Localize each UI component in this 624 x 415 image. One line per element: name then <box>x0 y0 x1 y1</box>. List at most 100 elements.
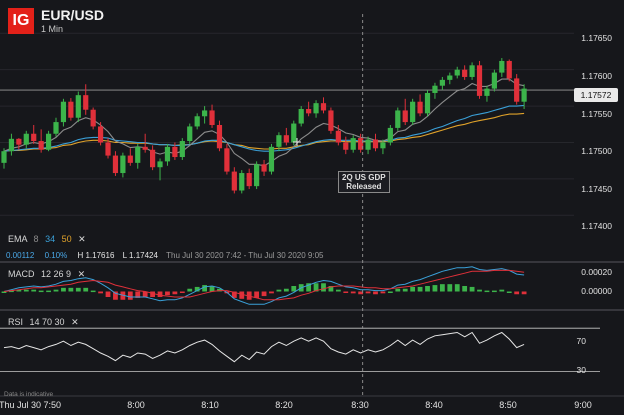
candle-body <box>410 101 416 123</box>
macd-close-icon[interactable]: ✕ <box>77 269 86 279</box>
macd-histogram-bar <box>46 290 51 293</box>
macd-histogram-bar <box>231 291 237 298</box>
macd-histogram-bar <box>425 286 430 292</box>
macd-histogram-bar <box>254 291 260 298</box>
macd-histogram-bar <box>98 291 103 294</box>
candle-body <box>194 116 200 127</box>
ema-close-icon[interactable]: ✕ <box>78 234 86 244</box>
current-price-tag: 1.17572 <box>574 88 618 102</box>
y-tick-label: 1.17650 <box>581 33 612 43</box>
x-tick-label: 8:40 <box>425 400 443 410</box>
y-tick-label: 1.17500 <box>581 146 612 156</box>
candle-body <box>462 69 468 77</box>
macd-histogram-bar <box>150 291 155 297</box>
candle-body <box>60 101 67 123</box>
candle-body <box>23 133 29 145</box>
candle-body <box>90 109 96 127</box>
candle-body <box>372 139 379 149</box>
macd-histogram-bar <box>491 290 497 293</box>
macd-histogram-bar <box>16 289 22 292</box>
macd-histogram-bar <box>38 290 44 293</box>
macd-histogram-bar <box>417 286 423 292</box>
rsi-line <box>3 331 525 363</box>
x-tick-label: 8:10 <box>201 400 219 410</box>
macd-histogram-bar <box>283 288 289 292</box>
candle-body <box>447 75 453 80</box>
macd-line <box>3 266 525 305</box>
candle-body <box>164 146 171 162</box>
candle-body <box>291 123 297 143</box>
candle-body <box>112 155 119 174</box>
macd-histogram-bar <box>209 286 215 292</box>
signal-line <box>3 269 525 301</box>
ema-legend[interactable]: EMA 8 34 50 ✕ <box>8 234 86 245</box>
candle-body <box>380 142 386 149</box>
rsi-panel-plot <box>0 327 600 372</box>
macd-histogram-bar <box>306 283 312 292</box>
macd-histogram-bar <box>521 291 527 295</box>
macd-histogram-bar <box>462 286 468 292</box>
y-tick-label: 1.17550 <box>581 109 612 119</box>
candle-body <box>454 69 460 76</box>
macd-histogram-bar <box>172 291 178 295</box>
candle-body <box>499 60 505 73</box>
macd-histogram-bar <box>469 286 475 292</box>
candle-body <box>246 173 252 187</box>
macd-histogram-bar <box>410 286 416 292</box>
macd-histogram-bar <box>179 291 185 293</box>
rsi-close-icon[interactable]: ✕ <box>71 317 79 327</box>
candle-body <box>439 79 445 86</box>
rsi-tick-label: 70 <box>576 336 586 346</box>
macd-histogram-bar <box>187 288 193 292</box>
macd-histogram-bar <box>9 290 14 293</box>
macd-panel-plot <box>1 266 527 305</box>
macd-label: MACD <box>8 269 35 279</box>
candle-body <box>417 101 423 114</box>
x-tick-label: 8:50 <box>499 400 517 410</box>
ema-lines <box>3 78 525 167</box>
candle-body <box>172 146 178 158</box>
macd-histogram-bar <box>447 284 453 292</box>
rsi-legend[interactable]: RSI 14 70 30 ✕ <box>8 317 79 328</box>
macd-histogram-bar <box>506 291 512 293</box>
candle-body <box>283 135 289 143</box>
ema-period-8: 8 <box>33 234 39 244</box>
candle-body <box>216 125 223 149</box>
macd-histogram-bar <box>439 284 445 292</box>
macd-histogram-bar <box>387 291 393 293</box>
annotation-line-1: 2Q US GDP <box>342 173 386 182</box>
macd-histogram-bar <box>432 285 438 292</box>
macd-histogram-bar <box>135 291 141 298</box>
macd-histogram-bar <box>83 287 89 292</box>
low-value: L 1.17424 <box>122 251 158 260</box>
candle-body <box>224 148 230 172</box>
candle-body <box>120 155 126 174</box>
candle-body <box>68 101 74 118</box>
macd-histogram-bar <box>113 291 118 300</box>
macd-histogram-bar <box>269 291 274 294</box>
macd-histogram-bar <box>454 284 460 292</box>
high-value: H 1.17616 <box>77 251 115 260</box>
y-tick-label: 1.17400 <box>581 221 612 231</box>
macd-histogram-bar <box>261 291 267 297</box>
macd-histogram-bar <box>194 286 200 292</box>
ema-period-34: 34 <box>45 234 56 244</box>
macd-histogram-bar <box>313 283 319 292</box>
candle-body <box>16 138 22 145</box>
macd-legend[interactable]: MACD 12 26 9 ✕ <box>8 269 85 280</box>
macd-tick-label: 0.00020 <box>581 267 612 277</box>
candle-body <box>491 72 497 89</box>
x-tick-label: 9:00 <box>574 400 592 410</box>
candle-body <box>395 110 401 128</box>
ig-logo: IG <box>8 8 34 34</box>
candle-body <box>402 110 408 123</box>
candle-body <box>202 110 208 117</box>
ema-label: EMA <box>8 234 28 244</box>
candle-body <box>187 126 193 142</box>
macd-histogram-bar <box>484 290 490 293</box>
macd-histogram-bar <box>380 291 386 294</box>
macd-histogram-bar <box>499 289 505 292</box>
candle-body <box>306 108 312 114</box>
